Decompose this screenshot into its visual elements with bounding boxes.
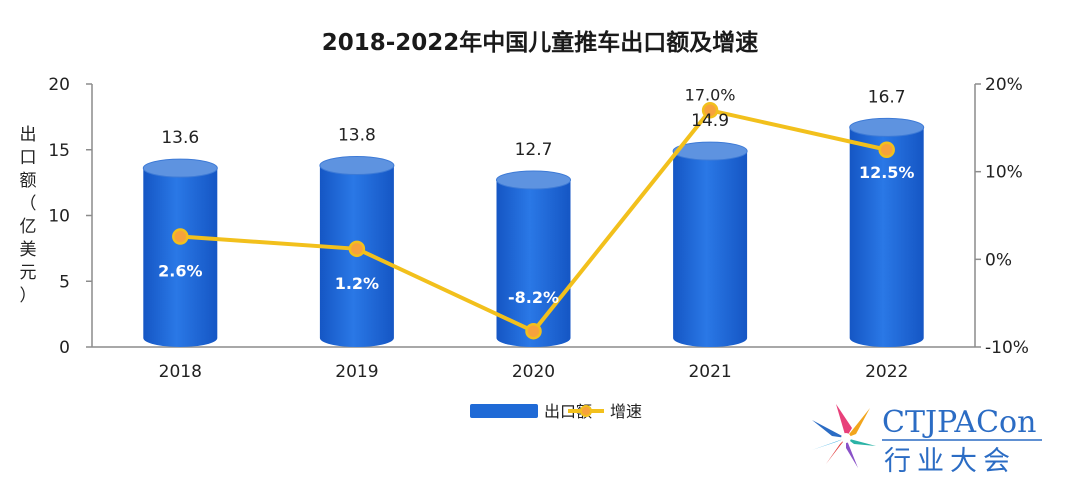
- y-axis-title-char: 亿: [20, 217, 37, 237]
- y-axis-title-char: 额: [20, 171, 37, 191]
- bar-top: [672, 141, 748, 161]
- legend-line-label: 增速: [610, 402, 642, 421]
- y-axis-title-char: ）: [20, 286, 37, 306]
- x-tick-label: 2019: [335, 362, 378, 382]
- bar-body: [143, 168, 218, 347]
- bar-top: [319, 156, 395, 176]
- bar-body: [849, 127, 924, 348]
- bar: [142, 158, 218, 347]
- bar-value-label: 14.9: [691, 111, 729, 131]
- bar-value-label: 13.8: [338, 126, 376, 146]
- y-axis-title: 出口额 （ 亿美元 ）: [20, 125, 37, 306]
- bar-top: [849, 117, 925, 137]
- growth-value-label: 1.2%: [335, 274, 379, 293]
- bar-value-label: 13.6: [161, 128, 199, 148]
- y2-tick-label: -10%: [985, 338, 1029, 358]
- axes: 0 5 10 15 20 -10% 0% 10% 20% 2018 2019 2020 2021 2022: [48, 75, 1029, 382]
- legend-line-marker: [580, 405, 592, 417]
- legend-bar-swatch: [470, 404, 538, 418]
- growth-value-label: 2.6%: [158, 262, 202, 281]
- growth-value-label: 12.5%: [859, 163, 915, 182]
- bar-top: [142, 158, 218, 178]
- growth-point: [701, 102, 719, 119]
- bar: [849, 117, 925, 348]
- logo: CTJPACon 行业大会: [812, 404, 1042, 477]
- y-tick-label: 0: [59, 338, 70, 358]
- bar-top: [496, 170, 571, 190]
- data-labels: 13.6 13.8 12.7 14.9 16.7 2.6% 1.2% -8.2% 17.0% 12…: [158, 85, 914, 307]
- bar-body: [673, 151, 748, 347]
- logo-en-text: CTJPACon: [882, 405, 1036, 440]
- growth-value-label: -8.2%: [508, 288, 559, 307]
- bars: [142, 117, 925, 348]
- x-tick-label: 2018: [159, 362, 202, 382]
- y-axis-title-char: 出: [20, 125, 37, 145]
- logo-cn-text: 行业大会: [884, 446, 1016, 477]
- bar-value-label: 16.7: [868, 87, 906, 107]
- legend: 出口额 增速: [470, 402, 642, 421]
- chart-title: 2018-2022年中国儿童推车出口额及增速: [322, 29, 759, 56]
- growth-value-label: 17.0%: [685, 85, 736, 104]
- bar-value-label: 12.7: [515, 140, 553, 160]
- x-tick-label: 2022: [865, 362, 908, 382]
- x-tick-label: 2021: [688, 362, 731, 382]
- y-axis-title-char: （: [20, 194, 37, 214]
- y2-tick-label: 10%: [985, 163, 1023, 183]
- growth-point: [172, 228, 189, 245]
- x-tick-label: 2020: [512, 362, 555, 382]
- logo-emblem-icon: [812, 404, 876, 468]
- growth-line: [172, 102, 895, 340]
- y-tick-label: 15: [48, 141, 70, 161]
- y-tick-label: 20: [48, 75, 70, 95]
- y-axis-title-char: 美: [20, 240, 37, 260]
- y-tick-label: 5: [59, 272, 70, 292]
- bar: [672, 141, 748, 347]
- y2-tick-label: 20%: [985, 75, 1023, 95]
- growth-point: [525, 322, 542, 340]
- y2-tick-label: 0%: [985, 250, 1012, 270]
- growth-point: [348, 240, 366, 258]
- y-axis-title-char: 口: [20, 148, 37, 168]
- bar-body: [496, 179, 571, 347]
- growth-point: [878, 141, 895, 158]
- y-tick-label: 10: [48, 207, 70, 227]
- y-axis-title-char: 元: [20, 263, 37, 283]
